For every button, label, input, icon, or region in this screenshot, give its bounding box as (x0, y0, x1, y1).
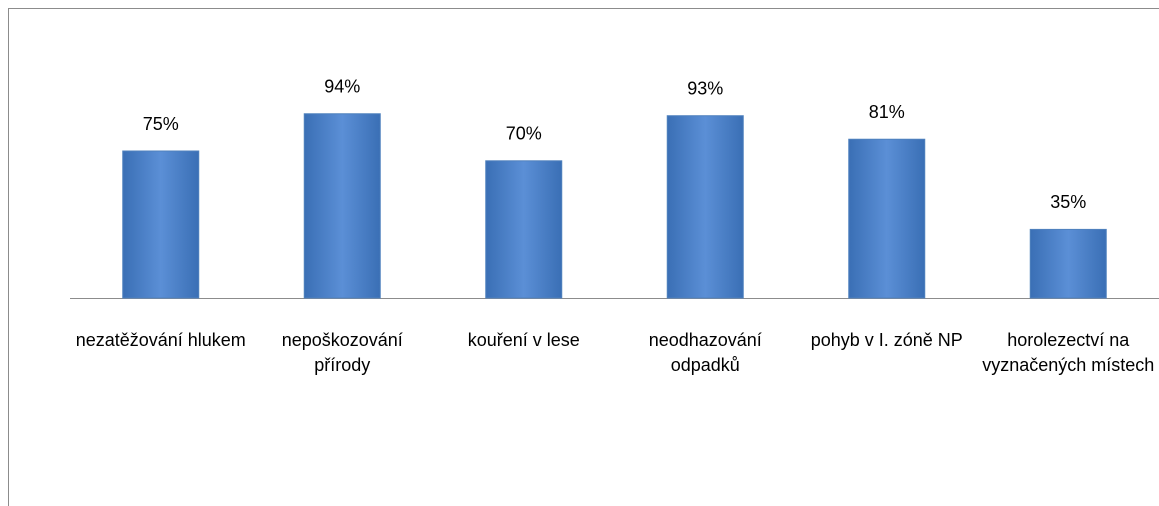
data-label: 81% (869, 102, 905, 122)
x-tick-label: neodhazování odpadků (648, 330, 762, 375)
x-tick-label: kouření v lese (467, 330, 580, 350)
x-tick-label: horolezectví na vyznačených místech (982, 330, 1155, 375)
bar (1029, 228, 1107, 299)
data-label: 94% (324, 77, 360, 97)
data-label: 75% (143, 114, 179, 134)
data-label: 35% (1050, 192, 1086, 212)
x-tick-label: nepoškozování přírody (281, 330, 403, 375)
bar (122, 150, 200, 299)
x-tick-label: nezatěžování hlukem (75, 330, 246, 350)
data-label: 93% (687, 78, 723, 98)
bar (485, 160, 563, 299)
bar (848, 138, 926, 299)
bar (666, 115, 744, 299)
bar (303, 113, 381, 299)
data-label: 70% (506, 124, 542, 144)
x-tick-label: pohyb v I. zóně NP (810, 330, 963, 350)
chart-frame (8, 8, 1159, 506)
